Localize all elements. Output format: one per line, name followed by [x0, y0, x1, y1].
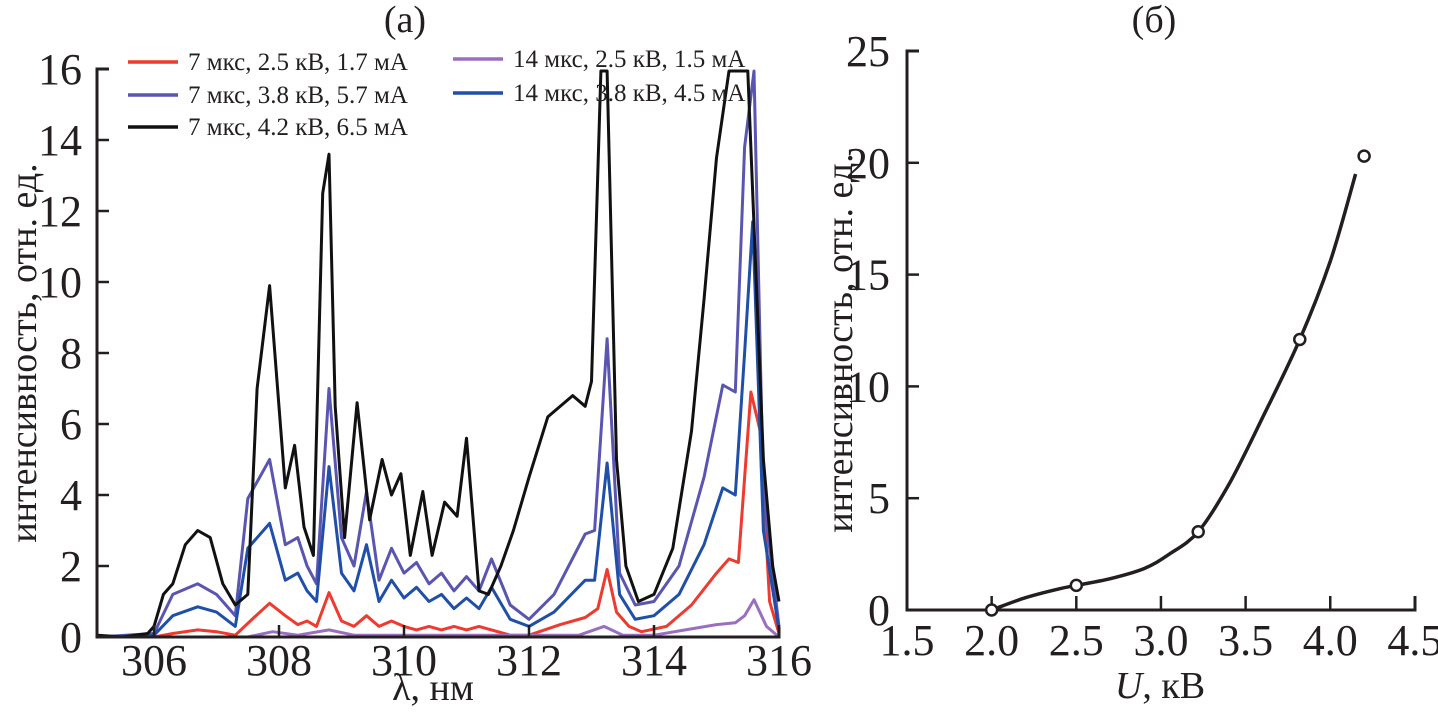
legend-label: 7 мкс, 4.2 кВ, 6.5 мА	[188, 114, 408, 141]
panel-a-y-ticks: 0 2 4 6 8 10 12 14 16	[38, 45, 109, 662]
legend-item: 14 мкс, 2.5 кВ, 1.5 мА	[453, 46, 745, 73]
y-tick-label: 14	[38, 116, 82, 165]
y-tick-label: 4	[60, 471, 82, 520]
y-tick-label: 6	[60, 400, 82, 449]
y-tick-label: 10	[38, 258, 82, 307]
y-tick-label: 8	[60, 329, 82, 378]
panel-b-fit-curve	[991, 173, 1358, 612]
y-tick-label: 0	[60, 613, 82, 662]
x-tick-label: 3.0	[1133, 616, 1188, 665]
series-line-3	[97, 220, 781, 639]
legend-label: 7 мкс, 3.8 кВ, 5.7 мА	[188, 82, 408, 109]
y-tick-label: 20	[846, 139, 890, 188]
data-point	[1191, 524, 1205, 539]
panel-b-axes	[905, 49, 1417, 612]
panel-b-y-axis-title: интенсивность, отн. ед.	[819, 153, 861, 532]
x-tick-label: 4.0	[1303, 616, 1358, 665]
legend-item: 7 мкс, 3.8 кВ, 5.7 мА	[128, 82, 408, 109]
y-tick-label: 2	[60, 542, 82, 591]
y-tick-label: 12	[38, 187, 82, 236]
panel-b-y-ticks: 0 5 10 15 20 25	[846, 27, 919, 635]
series-line-0	[97, 390, 781, 639]
panel-a-label: (a)	[384, 0, 426, 41]
panel-a-axes	[95, 67, 781, 639]
legend-label: 14 мкс, 2.5 кВ, 1.5 мА	[513, 46, 745, 73]
panel-a-legend: 7 мкс, 2.5 кВ, 1.7 мА 7 мкс, 3.8 кВ, 5.7 …	[128, 46, 745, 141]
y-tick-label: 0	[868, 586, 890, 635]
x-tick-label: 3.5	[1218, 616, 1273, 665]
legend-item: 7 мкс, 4.2 кВ, 6.5 мА	[128, 114, 408, 141]
data-point	[1357, 149, 1371, 163]
x-tick-label: 308	[246, 636, 312, 685]
x-tick-label: 310	[371, 636, 437, 685]
panel-b-x-axis-title: U, кВ	[1115, 665, 1205, 707]
panel-a-x-axis-title: λ, нм	[392, 667, 474, 709]
panel-b-intensity-vs-voltage: (б) 1.5 2.0 2.5 3.0 3.5 4.0 4.5 0 5 10 15 20 25 U, …	[819, 0, 1438, 707]
x-tick-label: 4.5	[1387, 616, 1438, 665]
data-point	[1293, 332, 1307, 347]
legend-label: 7 мкс, 2.5 кВ, 1.7 мА	[188, 49, 408, 76]
panel-a-series-group	[97, 69, 781, 639]
panel-b-x-axis-var: U	[1115, 665, 1145, 707]
y-tick-label: 25	[846, 27, 890, 76]
x-tick-label: 2.0	[964, 616, 1019, 665]
x-tick-label: 316	[746, 636, 812, 685]
panel-b-markers	[984, 149, 1371, 617]
y-tick-label: 15	[846, 251, 890, 300]
series-line-4	[97, 69, 781, 639]
x-tick-label: 2.5	[1049, 616, 1104, 665]
y-tick-label: 16	[38, 45, 82, 94]
legend-label: 14 мкс, 3.8 кВ, 4.5 мА	[513, 80, 745, 107]
legend-item: 14 мкс, 3.8 кВ, 4.5 мА	[453, 80, 745, 107]
y-tick-label: 10	[846, 362, 890, 411]
legend-item: 7 мкс, 2.5 кВ, 1.7 мА	[128, 49, 408, 76]
x-tick-label: 312	[496, 636, 562, 685]
panel-b-x-ticks: 1.5 2.0 2.5 3.0 3.5 4.0 4.5	[880, 596, 1438, 665]
panel-a-y-axis-title: интенсивность, отн. ед.	[3, 163, 45, 542]
panel-b-label: (б)	[1132, 0, 1177, 41]
panel-a-spectra: (a) 306 308 310 312 314 316 0 2 4 6 8 10 12 14 16 λ, …	[3, 0, 812, 709]
x-tick-label: 306	[121, 636, 187, 685]
y-tick-label: 5	[868, 474, 890, 523]
data-point	[984, 603, 999, 617]
data-point	[1069, 578, 1084, 593]
x-tick-label: 1.5	[880, 616, 935, 665]
series-line-2	[97, 69, 781, 639]
series-line-1	[97, 598, 780, 639]
panel-b-x-axis-unit: , кВ	[1142, 665, 1205, 707]
x-tick-label: 314	[621, 636, 687, 685]
panel-a-x-ticks: 306 308 310 312 314 316	[121, 625, 812, 685]
